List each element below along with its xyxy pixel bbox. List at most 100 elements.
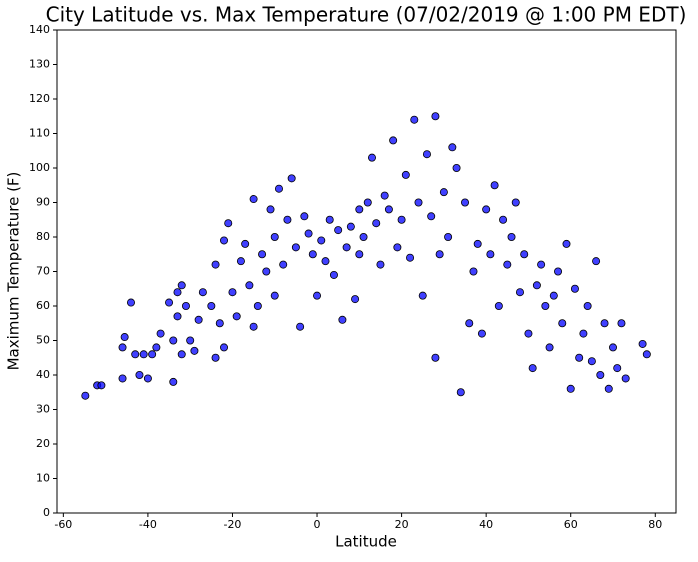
- point: [228, 288, 237, 297]
- point: [401, 170, 410, 179]
- point: [638, 339, 647, 348]
- point: [515, 288, 524, 297]
- point: [338, 315, 347, 324]
- y-tick-label: 60: [36, 299, 50, 312]
- y-tick-label: 130: [29, 58, 50, 71]
- point: [465, 319, 474, 328]
- y-tick-label: 100: [29, 161, 50, 174]
- point: [211, 260, 220, 269]
- point: [215, 319, 224, 328]
- y-tick-label: 30: [36, 403, 50, 416]
- point: [503, 260, 512, 269]
- point: [143, 374, 152, 383]
- point: [393, 243, 402, 252]
- point: [486, 250, 495, 259]
- x-tick-label: 60: [564, 518, 578, 531]
- plot-frame: [56, 29, 677, 514]
- point: [376, 260, 385, 269]
- point: [435, 250, 444, 259]
- y-tick-label: 140: [29, 23, 50, 36]
- point: [528, 364, 537, 373]
- point: [397, 215, 406, 224]
- point: [220, 236, 229, 245]
- point: [613, 364, 622, 373]
- point: [81, 391, 90, 400]
- point: [198, 288, 207, 297]
- point: [270, 232, 279, 241]
- point: [456, 388, 465, 397]
- point: [554, 267, 563, 276]
- point: [169, 377, 178, 386]
- point: [308, 250, 317, 259]
- point: [507, 232, 516, 241]
- point: [355, 250, 364, 259]
- point: [135, 370, 144, 379]
- y-tick-label: 70: [36, 265, 50, 278]
- point: [207, 301, 216, 310]
- point: [245, 281, 254, 290]
- point: [148, 350, 157, 359]
- point: [389, 136, 398, 145]
- x-axis-label: Latitude: [335, 533, 397, 551]
- x-tick-label: -60: [54, 518, 72, 531]
- point: [325, 215, 334, 224]
- point: [232, 312, 241, 321]
- point: [181, 301, 190, 310]
- point: [363, 198, 372, 207]
- point: [274, 184, 283, 193]
- point: [410, 115, 419, 124]
- point: [566, 384, 575, 393]
- x-tick-label: 80: [648, 518, 662, 531]
- y-tick-label: 110: [29, 127, 50, 140]
- point: [296, 322, 305, 331]
- point: [570, 284, 579, 293]
- point: [600, 319, 609, 328]
- point: [427, 212, 436, 221]
- point: [118, 374, 127, 383]
- point: [270, 291, 279, 300]
- point: [236, 257, 245, 266]
- point: [596, 370, 605, 379]
- point: [291, 243, 300, 252]
- point: [579, 329, 588, 338]
- point: [414, 198, 423, 207]
- point: [321, 257, 330, 266]
- point: [583, 301, 592, 310]
- y-tick-label: 120: [29, 92, 50, 105]
- point: [562, 239, 571, 248]
- point: [169, 336, 178, 345]
- point: [384, 205, 393, 214]
- point: [283, 215, 292, 224]
- x-tick-label: 40: [479, 518, 493, 531]
- point: [477, 329, 486, 338]
- y-tick-label: 20: [36, 437, 50, 450]
- point: [266, 205, 275, 214]
- point: [558, 319, 567, 328]
- point: [490, 181, 499, 190]
- point: [220, 343, 229, 352]
- point: [473, 239, 482, 248]
- point: [177, 281, 186, 290]
- point: [494, 301, 503, 310]
- point: [346, 222, 355, 231]
- y-tick-label: 90: [36, 196, 50, 209]
- point: [545, 343, 554, 352]
- point: [469, 267, 478, 276]
- point: [406, 253, 415, 262]
- point: [120, 333, 129, 342]
- point: [118, 343, 127, 352]
- point: [372, 219, 381, 228]
- point: [537, 260, 546, 269]
- x-tick-label: -20: [223, 518, 241, 531]
- point: [587, 357, 596, 366]
- point: [541, 301, 550, 310]
- point: [186, 336, 195, 345]
- point: [287, 174, 296, 183]
- point: [621, 374, 630, 383]
- point: [520, 250, 529, 259]
- point: [431, 112, 440, 121]
- point: [380, 191, 389, 200]
- point: [152, 343, 161, 352]
- point: [253, 301, 262, 310]
